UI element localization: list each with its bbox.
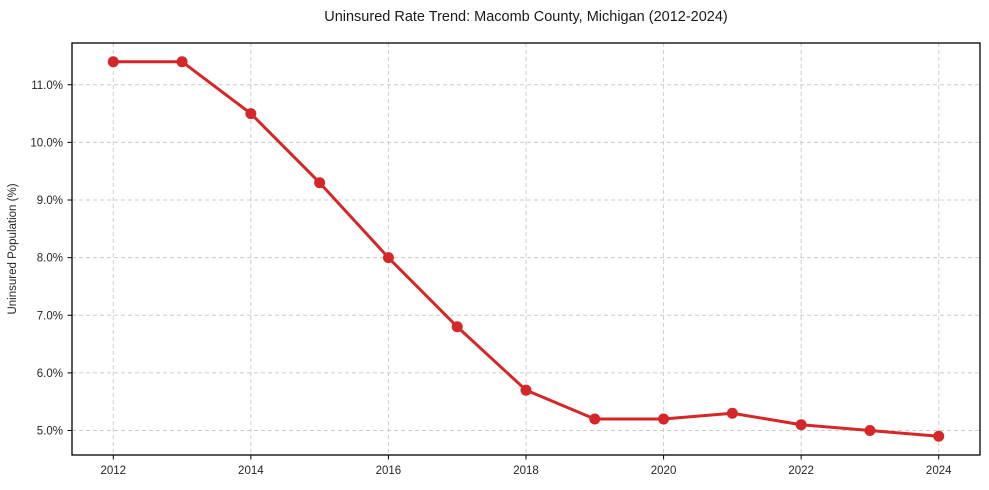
y-axis-label: Uninsured Population (%) [7, 183, 19, 314]
y-tick-label: 10.0% [30, 137, 63, 149]
data-point [245, 108, 257, 120]
x-tick-label: 2024 [926, 465, 952, 477]
y-tick-label: 8.0% [37, 253, 63, 265]
data-point [795, 419, 807, 431]
y-tick-label: 11.0% [31, 80, 63, 92]
y-tick-label: 7.0% [37, 310, 63, 322]
data-point [864, 425, 876, 437]
data-point [726, 407, 738, 419]
x-tick-label: 2016 [376, 465, 402, 477]
axis-layer: 5.0% 6.0% 7.0% 8.0% 9.0% 10.0% 11.0% 2012 2014 20… [30, 42, 981, 477]
y-tick-label: 5.0% [37, 426, 63, 438]
series-layer [107, 56, 945, 442]
data-point [933, 430, 945, 442]
x-tick-label: 2014 [238, 465, 264, 477]
data-point [107, 56, 119, 68]
x-tick-label: 2022 [788, 465, 814, 477]
chart-title: Uninsured Rate Trend: Macomb County, Mic… [324, 9, 728, 25]
data-point [382, 252, 394, 264]
y-tick-label: 6.0% [37, 368, 63, 380]
data-point [451, 321, 463, 333]
x-tick-label: 2018 [513, 465, 539, 477]
x-tick-label: 2020 [651, 465, 677, 477]
data-point [658, 413, 670, 425]
data-point [176, 56, 188, 68]
data-point [520, 384, 532, 396]
data-point [314, 177, 326, 189]
y-tick-label: 9.0% [37, 195, 63, 207]
grid-layer [72, 43, 980, 455]
data-point [589, 413, 601, 425]
x-tick-label: 2012 [100, 465, 126, 477]
